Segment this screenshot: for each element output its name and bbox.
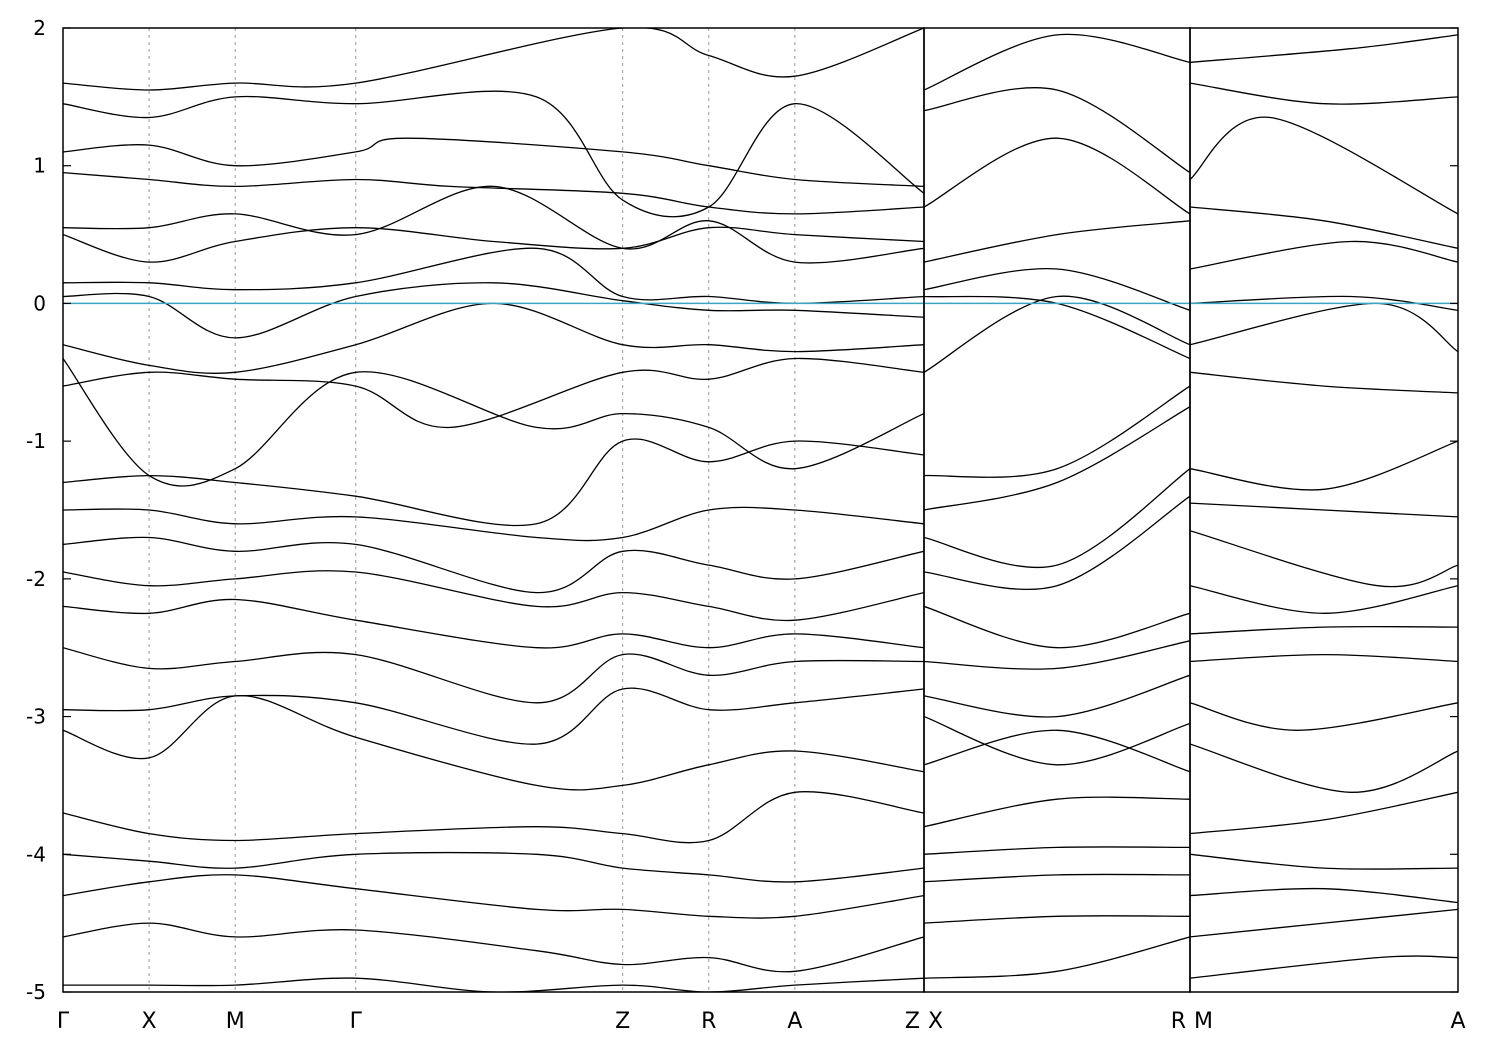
band-line	[1190, 702, 1458, 731]
band-line	[924, 468, 1190, 569]
band-line	[924, 267, 1190, 311]
y-tick-label: 1	[33, 154, 46, 178]
band-line	[924, 640, 1190, 670]
kpoint-label: R	[701, 1009, 716, 1034]
kpoint-label: A	[1450, 1009, 1465, 1034]
band-line	[924, 220, 1190, 263]
band-line	[1190, 791, 1458, 835]
band-line	[1190, 908, 1458, 938]
y-tick-label: -5	[26, 980, 46, 1004]
kpoint-label: X	[142, 1009, 157, 1034]
band-line	[924, 915, 1190, 924]
kpoint-label: Γ	[350, 1009, 363, 1034]
y-tick-label: -1	[26, 429, 46, 453]
band-line	[63, 791, 924, 844]
band-line	[1190, 240, 1458, 270]
band-line	[1190, 625, 1458, 635]
band-line	[924, 936, 1190, 979]
kpoint-label: Z	[615, 1009, 630, 1034]
y-axis-ticks: 2 1 0 -1 -2 -3 -4 -5	[26, 16, 1458, 1004]
band-line	[924, 873, 1190, 883]
band-line	[924, 729, 1190, 773]
band-line	[924, 495, 1190, 590]
kpoint-label: Z	[905, 1009, 920, 1034]
band-line	[63, 357, 924, 429]
band-line	[1190, 853, 1458, 870]
kpoint-label: R	[1171, 1009, 1186, 1034]
band-line	[1190, 34, 1458, 64]
band-line	[924, 406, 1190, 511]
band-line	[924, 295, 1190, 373]
band-line	[63, 922, 924, 973]
band-line	[63, 536, 924, 594]
kpoint-label: M	[226, 1009, 245, 1034]
y-tick-label: 2	[33, 16, 46, 40]
kpoint-label: X	[928, 1009, 943, 1034]
band-line	[1190, 585, 1458, 614]
band-line	[924, 87, 1190, 174]
band-line	[924, 385, 1190, 478]
band-line	[1190, 530, 1458, 588]
band-line	[63, 247, 924, 305]
band-group-panel-3	[1190, 34, 1458, 979]
kpoint-label: A	[787, 1009, 802, 1034]
band-line	[924, 33, 1190, 91]
y-tick-label: -3	[26, 705, 46, 729]
band-line	[1190, 82, 1458, 105]
band-line	[63, 226, 924, 263]
band-line	[1190, 743, 1458, 793]
band-line	[63, 28, 924, 91]
band-line	[63, 506, 924, 542]
band-line	[63, 647, 924, 704]
band-lines	[63, 28, 1458, 992]
band-line	[63, 438, 924, 527]
band-line	[63, 695, 924, 791]
band-line	[63, 570, 924, 622]
band-line	[63, 171, 924, 215]
band-line	[1190, 206, 1458, 249]
band-line	[63, 358, 924, 487]
band-line	[924, 796, 1190, 828]
band-line	[63, 977, 924, 992]
band-line	[63, 282, 924, 339]
panel-frames	[62, 27, 1459, 993]
band-line	[1190, 302, 1458, 353]
y-tick-label: 0	[33, 291, 46, 315]
kpoint-gridlines	[148, 28, 796, 992]
band-group-panel-1	[63, 28, 924, 992]
panel-frame	[1189, 27, 1459, 993]
band-group-panel-2	[924, 33, 1190, 979]
band-line	[924, 295, 1190, 360]
band-line	[63, 687, 924, 745]
band-line	[924, 846, 1190, 855]
band-line	[1190, 371, 1458, 394]
band-line	[1190, 502, 1458, 518]
band-line	[63, 185, 924, 264]
y-tick-label: -2	[26, 567, 46, 591]
kpoint-label: Γ	[57, 1009, 70, 1034]
band-line	[63, 874, 924, 919]
band-line	[924, 137, 1190, 215]
band-line	[63, 90, 924, 218]
band-line	[1190, 653, 1458, 663]
band-line	[1190, 887, 1458, 904]
band-line	[1190, 295, 1458, 311]
band-line	[924, 715, 1190, 766]
kpoint-label: M	[1194, 1009, 1213, 1034]
y-tick-label: -4	[26, 842, 46, 866]
band-line	[63, 598, 924, 649]
band-line	[1190, 116, 1458, 215]
band-line	[1190, 440, 1458, 491]
band-line	[924, 605, 1190, 649]
band-line	[63, 851, 924, 883]
band-line	[63, 137, 924, 188]
band-line	[1190, 955, 1458, 979]
band-line	[924, 674, 1190, 718]
